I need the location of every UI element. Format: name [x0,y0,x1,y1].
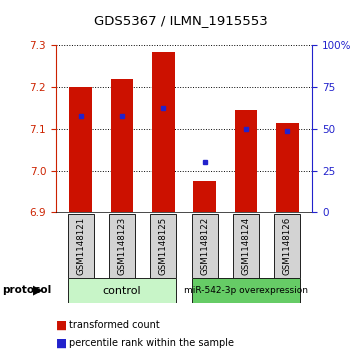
FancyBboxPatch shape [109,214,135,278]
Bar [111,79,134,212]
Text: percentile rank within the sample: percentile rank within the sample [69,338,234,348]
Bar [235,110,257,212]
FancyBboxPatch shape [233,214,259,278]
FancyBboxPatch shape [151,214,177,278]
Text: GSM1148125: GSM1148125 [159,217,168,275]
Bar [193,181,216,212]
Text: GSM1148124: GSM1148124 [242,217,251,275]
Text: GSM1148126: GSM1148126 [283,217,292,275]
Text: GSM1148122: GSM1148122 [200,217,209,275]
Text: GSM1148121: GSM1148121 [76,217,85,275]
Bar [69,87,92,212]
FancyBboxPatch shape [192,278,300,303]
FancyBboxPatch shape [68,278,177,303]
FancyBboxPatch shape [192,214,218,278]
Text: transformed count: transformed count [69,320,160,330]
Bar [276,123,299,212]
Text: ■: ■ [56,337,67,350]
Bar [152,52,175,212]
Text: protocol: protocol [2,285,51,295]
Text: GDS5367 / ILMN_1915553: GDS5367 / ILMN_1915553 [93,14,268,27]
Text: control: control [103,286,142,296]
FancyBboxPatch shape [68,214,94,278]
Text: ■: ■ [56,318,67,331]
Text: miR-542-3p overexpression: miR-542-3p overexpression [184,286,308,295]
Text: ▶: ▶ [33,284,43,297]
Text: GSM1148123: GSM1148123 [118,217,127,275]
FancyBboxPatch shape [274,214,300,278]
